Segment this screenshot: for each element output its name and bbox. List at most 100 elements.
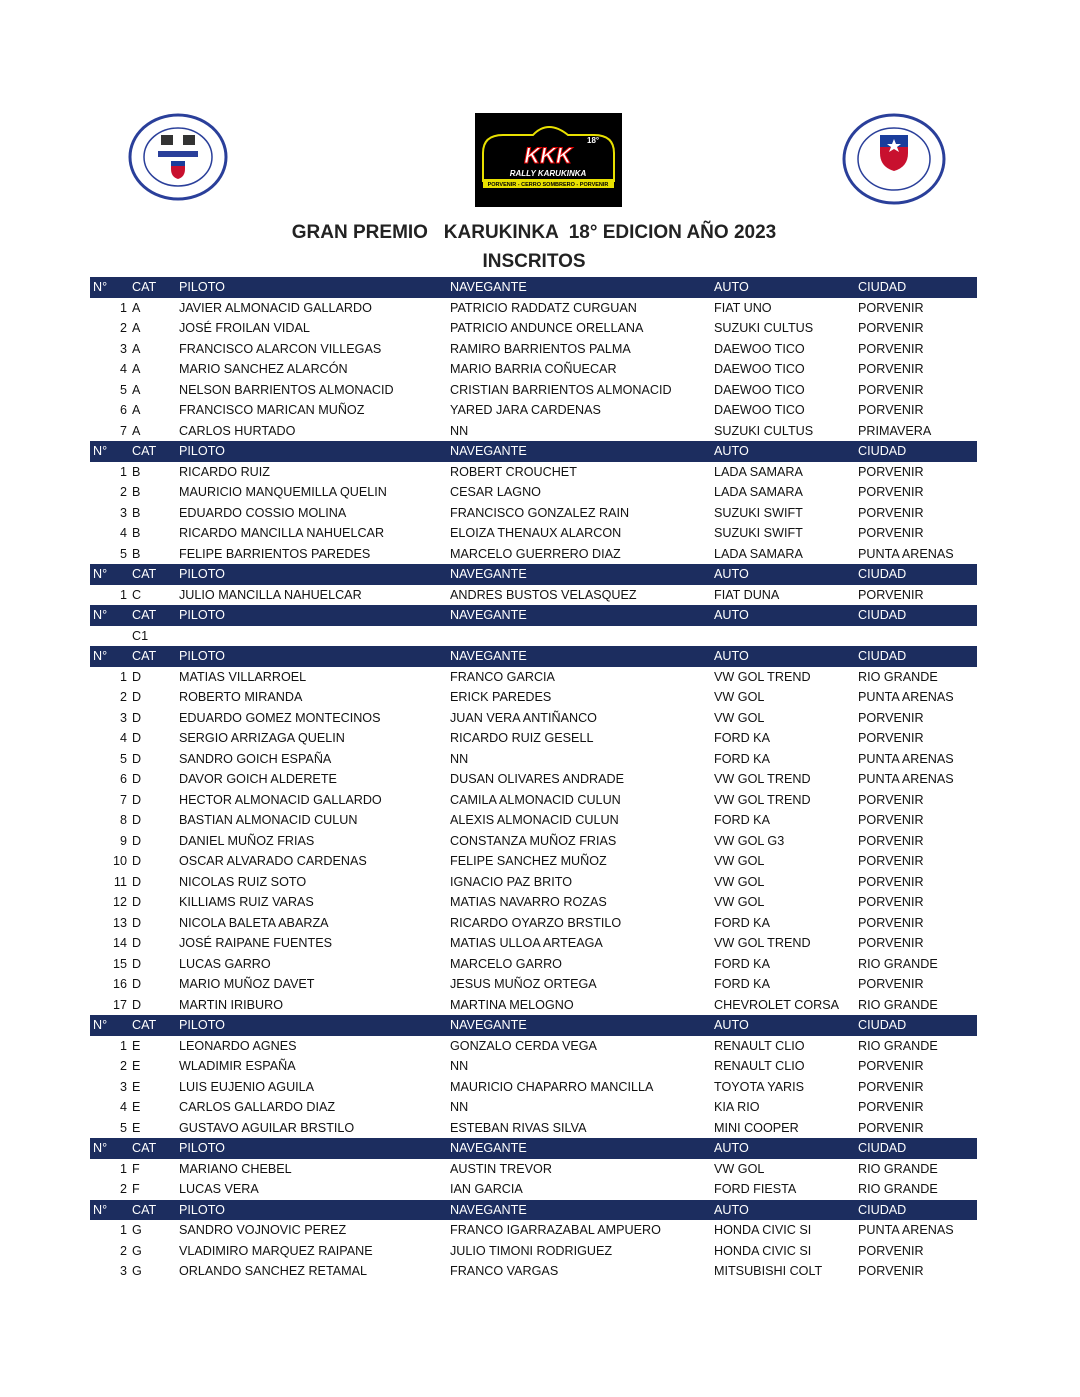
cell-city: PORVENIR (858, 813, 924, 827)
cell-pilot: MAURICIO MANQUEMILLA QUELIN (179, 485, 387, 499)
cell-number: 2 (119, 485, 127, 499)
column-header-city: CIUDAD (858, 567, 907, 581)
column-header-navigator: NAVEGANTE (450, 608, 527, 622)
table-row: 1 E LEONARDO AGNES GONZALO CERDA VEGA RENAUL… (90, 1036, 977, 1057)
cell-navigator: MARIO BARRIA COÑUECAR (450, 362, 617, 376)
cell-car: FORD KA (714, 915, 770, 930)
cell-number: 11 (113, 874, 127, 889)
table-row: 4 D SERGIO ARRIZAGA QUELIN RICARDO RUIZ GES… (90, 728, 977, 749)
cell-navigator: GONZALO CERDA VEGA (450, 1038, 597, 1053)
table-row: 2 D ROBERTO MIRANDA ERICK PAREDES VW GOL PUNT… (90, 687, 977, 708)
table-row: 5 B FELIPE BARRIENTOS PAREDES MARCELO GUERR… (90, 544, 977, 565)
table-row: 17 D MARTIN IRIBURO MARTINA MELOGNO CHEVROLE… (90, 995, 977, 1016)
cell-city: PORVENIR (858, 1120, 924, 1135)
cell-navigator: FRANCO GARCIA (450, 669, 555, 684)
cell-navigator: IAN GARCIA (450, 1182, 523, 1196)
table-header-row: N° CAT PILOTO NAVEGANTE AUTO CIUDAD (90, 1015, 977, 1036)
cell-number: 1 (119, 1038, 127, 1053)
table-row: 8 D BASTIAN ALMONACID CULUN ALEXIS ALMONACI… (90, 810, 977, 831)
cell-car: RENAULT CLIO (714, 1059, 805, 1073)
cell-car: LADA SAMARA (714, 464, 803, 479)
cell-category: D (132, 854, 142, 868)
cell-car: SUZUKI CULTUS (714, 423, 814, 438)
table-row: 5 D SANDRO GOICH ESPAÑA NN FORD KA PUNTA AREN… (90, 749, 977, 770)
column-header-category: CAT (132, 1141, 157, 1155)
cell-car: FORD KA (714, 977, 770, 991)
cell-city: PORVENIR (858, 710, 924, 725)
cell-category: A (132, 321, 141, 335)
cell-pilot: LUIS EUJENIO AGUILA (179, 1079, 315, 1094)
cell-city: PORVENIR (858, 382, 924, 397)
cell-navigator: NN (450, 1059, 469, 1073)
cell-number: 1 (119, 1223, 127, 1237)
cell-pilot: FRANCISCO ALARCON VILLEGAS (179, 341, 382, 356)
column-header-category: CAT (132, 1202, 157, 1217)
entries-table: N° CAT PILOTO NAVEGANTE AUTO CIUDAD 1 A JAVIER A… (90, 277, 977, 1282)
cell-navigator: MATIAS ULLOA ARTEAGA (450, 936, 603, 950)
cell-category: D (132, 772, 142, 786)
cell-number: 2 (119, 1182, 127, 1196)
column-header-number: N° (93, 567, 108, 581)
cell-number: 17 (112, 997, 127, 1012)
cell-pilot: SERGIO ARRIZAGA QUELIN (179, 731, 345, 745)
cell-category: D (132, 710, 142, 725)
column-header-category: CAT (132, 280, 157, 294)
cell-car: FIAT DUNA (714, 587, 780, 602)
cell-car: VW GOL TREND (714, 936, 811, 950)
table-row: C1 (90, 626, 977, 647)
cell-car: VW GOL (714, 690, 765, 704)
cell-navigator: MATIAS NAVARRO ROZAS (450, 895, 607, 909)
cell-number: 6 (119, 772, 127, 786)
cell-city: PORVENIR (858, 792, 924, 807)
cell-city: RIO GRANDE (858, 997, 938, 1012)
cell-navigator: RAMIRO BARRIENTOS PALMA (450, 341, 631, 356)
cell-category: E (132, 1100, 141, 1114)
svg-text:KKK: KKK (524, 143, 574, 168)
table-row: 13 D NICOLA BALETA ABARZA RICARDO OYARZO BR… (90, 913, 977, 934)
cell-car: HONDA CIVIC SI (714, 1243, 812, 1258)
cell-category: A (132, 382, 141, 397)
column-header-navigator: NAVEGANTE (450, 1018, 527, 1032)
cell-city: PORVENIR (858, 485, 924, 499)
cell-number: 6 (119, 403, 127, 417)
cell-navigator: JULIO TIMONI RODRIGUEZ (450, 1243, 613, 1258)
cell-pilot: NICOLAS RUIZ SOTO (179, 874, 307, 889)
cell-category: D (132, 690, 142, 704)
cell-city: RIO GRANDE (858, 1161, 938, 1176)
cell-city: PORVENIR (858, 341, 924, 356)
column-header-pilot: PILOTO (179, 567, 225, 581)
cell-category: G (132, 1243, 142, 1258)
cell-navigator: JESUS MUÑOZ ORTEGA (450, 977, 597, 991)
cell-city: PORVENIR (858, 300, 924, 315)
cell-city: PORVENIR (858, 505, 924, 520)
cell-category: D (132, 833, 142, 848)
cell-category: E (132, 1038, 141, 1053)
column-header-pilot: PILOTO (179, 444, 225, 458)
column-header-navigator: NAVEGANTE (450, 1141, 527, 1155)
cell-category: B (132, 464, 141, 479)
cell-navigator: NN (450, 423, 469, 438)
cell-pilot: FELIPE BARRIENTOS PAREDES (179, 546, 371, 561)
cell-car: RENAULT CLIO (714, 1038, 805, 1053)
cell-pilot: MARIANO CHEBEL (179, 1161, 292, 1176)
cell-category: A (132, 423, 141, 438)
cell-number: 3 (119, 710, 127, 725)
cell-car: FIAT UNO (714, 300, 772, 315)
cell-category: B (132, 505, 141, 520)
cell-pilot: DAVOR GOICH ALDERETE (179, 772, 337, 786)
cell-category: A (132, 300, 141, 315)
cell-car: CHEVROLET CORSA (714, 997, 840, 1012)
cell-navigator: MARCELO GARRO (450, 956, 562, 971)
cell-car: VW GOL (714, 854, 765, 868)
cell-car: DAEWOO TICO (714, 403, 805, 417)
table-row: 4 B RICARDO MANCILLA NAHUELCAR ELOIZA THENA… (90, 523, 977, 544)
cell-navigator: FRANCO IGARRAZABAL AMPUERO (450, 1223, 661, 1237)
column-header-city: CIUDAD (858, 280, 907, 294)
cell-number: 7 (119, 792, 127, 807)
cell-pilot: EDUARDO GOMEZ MONTECINOS (179, 710, 381, 725)
table-row: 1 C JULIO MANCILLA NAHUELCAR ANDRES BUSTOS … (90, 585, 977, 606)
cell-category: A (132, 362, 141, 376)
cell-number: 16 (112, 977, 127, 991)
table-row: 6 D DAVOR GOICH ALDERETE DUSAN OLIVARES AND… (90, 769, 977, 790)
cell-number: 2 (119, 321, 127, 335)
